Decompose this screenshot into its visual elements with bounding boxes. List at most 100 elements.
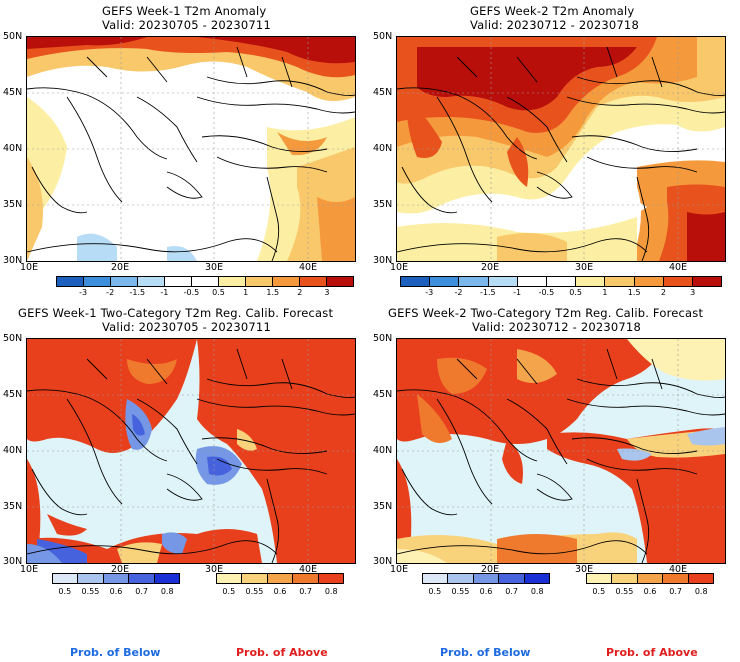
anomaly-colorbar-label: 1 bbox=[602, 288, 608, 297]
panel2-lat-45: 45N bbox=[373, 87, 393, 98]
panel4-lon-40: 40E bbox=[669, 564, 688, 575]
anomaly-colorbar-swatch bbox=[165, 277, 192, 286]
below-colorbar-label: 0.8 bbox=[530, 587, 544, 596]
panel3-lat-30: 30N bbox=[3, 556, 23, 567]
below-colorbar-label: 0.7 bbox=[135, 587, 148, 596]
above-colorbar-swatch bbox=[242, 574, 268, 583]
panel4-lat-35: 35N bbox=[373, 501, 393, 512]
below-colorbar-swatch bbox=[423, 574, 449, 583]
anomaly-colorbar-swatch bbox=[111, 277, 138, 286]
anomaly-colorbar-swatch bbox=[300, 277, 327, 286]
panel2-anomaly-colorbar bbox=[400, 276, 722, 287]
below-colorbar-label: 0.6 bbox=[479, 587, 493, 596]
anomaly-colorbar-label: -1.5 bbox=[129, 288, 146, 297]
panel2-lat-40: 40N bbox=[373, 143, 393, 154]
panel4-below-colorbar bbox=[422, 573, 550, 584]
anomaly-colorbar-swatch bbox=[84, 277, 111, 286]
below-colorbar-label: 0.7 bbox=[505, 587, 518, 596]
anomaly-colorbar-label: 0.5 bbox=[212, 288, 225, 297]
below-colorbar-label: 0.8 bbox=[160, 587, 174, 596]
panel2-lon-10: 10E bbox=[390, 262, 409, 273]
panel2-lat-30: 30N bbox=[373, 255, 393, 266]
panel3-lon-10: 10E bbox=[20, 564, 39, 575]
anomaly-colorbar-swatch bbox=[576, 277, 606, 286]
panel4-prob-above-label: Prob. of Above bbox=[606, 646, 698, 659]
anomaly-colorbar-label: 3 bbox=[690, 288, 696, 297]
panel4-lon-30: 30E bbox=[575, 564, 594, 575]
panel1-lon-40: 40E bbox=[299, 262, 318, 273]
above-colorbar-swatch bbox=[267, 574, 294, 583]
panel4-prob-below-label: Prob. of Below bbox=[440, 646, 531, 659]
below-colorbar-swatch bbox=[499, 574, 525, 583]
panel3-lon-30: 30E bbox=[205, 564, 224, 575]
anomaly-colorbar-label: -3 bbox=[79, 288, 88, 297]
anomaly-colorbar-swatch bbox=[605, 277, 635, 286]
panel4-lon-20: 20E bbox=[481, 564, 500, 575]
panel1-lat-40: 40N bbox=[3, 143, 23, 154]
below-colorbar-label: 0.55 bbox=[451, 587, 470, 596]
anomaly-colorbar-swatch bbox=[273, 277, 300, 286]
anomaly-colorbar-swatch bbox=[430, 277, 460, 286]
anomaly-colorbar-label: 1.5 bbox=[627, 288, 641, 297]
below-colorbar-swatch bbox=[129, 574, 155, 583]
panel3-map bbox=[26, 338, 356, 564]
above-colorbar-swatch bbox=[612, 574, 638, 583]
panel2-lat-50: 50N bbox=[373, 31, 393, 42]
panel1-lon-20: 20E bbox=[111, 262, 130, 273]
anomaly-colorbar-swatch bbox=[488, 277, 518, 286]
anomaly-colorbar-swatch bbox=[138, 277, 165, 286]
above-colorbar-label: 0.8 bbox=[694, 587, 708, 596]
panel4-title: GEFS Week-2 Two-Category T2m Reg. Calib.… bbox=[388, 306, 704, 320]
above-colorbar-swatch bbox=[293, 574, 319, 583]
panel1-lon-10: 10E bbox=[20, 262, 39, 273]
above-colorbar-label: 0.6 bbox=[273, 587, 287, 596]
anomaly-colorbar-label: 2 bbox=[297, 288, 303, 297]
below-colorbar-swatch bbox=[154, 574, 180, 583]
panel2-lat-35: 35N bbox=[373, 199, 393, 210]
panel2-lon-30: 30E bbox=[575, 262, 594, 273]
anomaly-colorbar-label: -1 bbox=[160, 288, 169, 297]
anomaly-colorbar-swatch bbox=[57, 277, 84, 286]
panel4-lat-40: 40N bbox=[373, 445, 393, 456]
below-colorbar-label: 0.6 bbox=[109, 587, 123, 596]
above-colorbar-label: 0.5 bbox=[592, 587, 606, 596]
above-colorbar-label: 0.55 bbox=[245, 587, 264, 596]
below-colorbar-label: 0.5 bbox=[428, 587, 442, 596]
panel4-lat-30: 30N bbox=[373, 556, 393, 567]
below-colorbar-swatch bbox=[53, 574, 79, 583]
panel1-lat-30: 30N bbox=[3, 255, 23, 266]
above-colorbar-label: 0.7 bbox=[669, 587, 682, 596]
panel4-above-colorbar bbox=[586, 573, 714, 584]
panel1-anomaly-colorbar bbox=[56, 276, 354, 287]
panel1-map bbox=[26, 36, 356, 262]
panel3-lat-50: 50N bbox=[3, 333, 23, 344]
anomaly-colorbar-swatch bbox=[663, 277, 693, 286]
panel1-valid: Valid: 20230705 - 20230711 bbox=[102, 18, 271, 32]
anomaly-colorbar-swatch bbox=[219, 277, 246, 286]
panel2-map bbox=[396, 36, 726, 262]
below-colorbar-label: 0.5 bbox=[58, 587, 72, 596]
panel2-lon-40: 40E bbox=[669, 262, 688, 273]
panel3-prob-above-label: Prob. of Above bbox=[236, 646, 328, 659]
panel3-title: GEFS Week-1 Two-Category T2m Reg. Calib.… bbox=[18, 306, 334, 320]
above-colorbar-label: 0.55 bbox=[615, 587, 634, 596]
panel3-lat-40: 40N bbox=[3, 445, 23, 456]
above-colorbar-swatch bbox=[587, 574, 613, 583]
anomaly-colorbar-swatch bbox=[634, 277, 664, 286]
anomaly-colorbar-swatch bbox=[327, 277, 353, 286]
anomaly-colorbar-label: 2 bbox=[660, 288, 666, 297]
anomaly-colorbar-swatch bbox=[459, 277, 489, 286]
above-colorbar-label: 0.8 bbox=[324, 587, 338, 596]
panel3-below-colorbar bbox=[52, 573, 180, 584]
panel4-lon-10: 10E bbox=[390, 564, 409, 575]
below-colorbar-swatch bbox=[473, 574, 500, 583]
anomaly-colorbar-label: -2 bbox=[454, 288, 463, 297]
panel4-lat-45: 45N bbox=[373, 389, 393, 400]
anomaly-colorbar-swatch bbox=[517, 277, 547, 286]
above-colorbar-swatch bbox=[688, 574, 714, 583]
panel2-valid: Valid: 20230712 - 20230718 bbox=[470, 18, 639, 32]
anomaly-colorbar-label: -1.5 bbox=[480, 288, 496, 297]
panel1-title: GEFS Week-1 T2m Anomaly bbox=[102, 4, 267, 18]
anomaly-colorbar-label: 0.5 bbox=[569, 288, 582, 297]
panel3-prob-below-label: Prob. of Below bbox=[70, 646, 161, 659]
